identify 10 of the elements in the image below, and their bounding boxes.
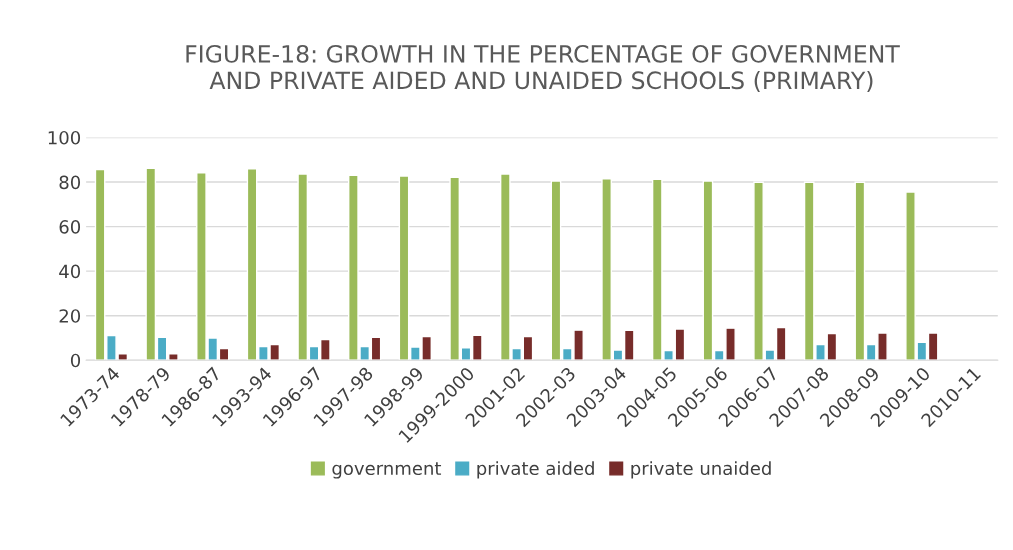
y-tick-label: 60 [59,220,81,234]
legend-label: private aided [477,461,594,479]
y-tick-label: 20 [59,309,81,323]
y-tick-label: 0 [70,353,81,368]
y-tick-label: 40 [59,264,81,279]
chart-title: FIGURE-18: GROWTH IN THE PERCENTAGE OF GOVERNMENT AND PRIVATE AIDED AND UNAIDED SCHOOLS (PRIMARY) [186,44,900,92]
y-tick-label: 80 [59,175,81,190]
y-tick-label: 100 [48,130,81,145]
legend-label: private unaided [631,461,771,479]
legend-label: government [332,462,442,479]
